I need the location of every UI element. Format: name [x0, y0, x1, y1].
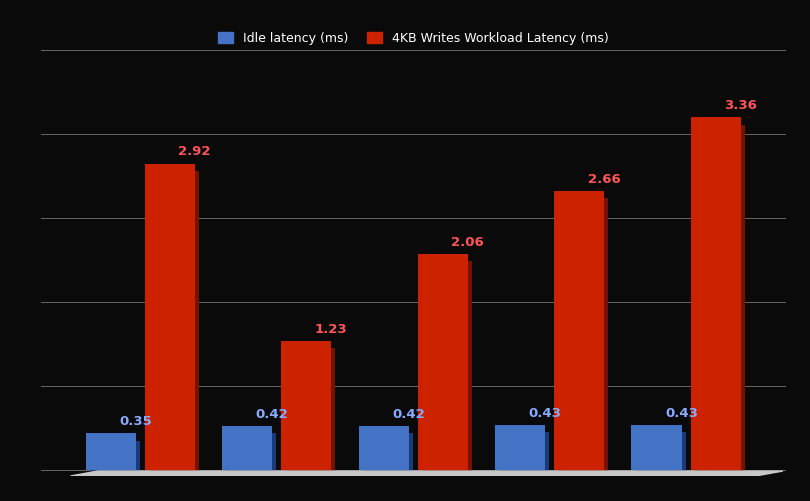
Text: 0.42: 0.42: [256, 408, 288, 421]
Bar: [222, 426, 272, 470]
Bar: [495, 425, 545, 470]
Bar: [363, 433, 412, 474]
Bar: [418, 254, 467, 470]
Bar: [558, 198, 608, 474]
Bar: [632, 425, 681, 470]
Bar: [422, 261, 471, 474]
Bar: [499, 432, 549, 474]
Bar: [554, 191, 604, 470]
Bar: [226, 433, 276, 474]
Polygon shape: [70, 471, 783, 476]
Bar: [145, 163, 194, 470]
Text: 2.92: 2.92: [178, 145, 211, 158]
Bar: [285, 348, 335, 474]
Bar: [86, 433, 135, 470]
Text: 2.06: 2.06: [451, 235, 484, 248]
Text: 0.43: 0.43: [665, 407, 698, 420]
Text: 1.23: 1.23: [315, 323, 347, 336]
Text: 0.35: 0.35: [119, 415, 152, 428]
Text: 0.42: 0.42: [392, 408, 425, 421]
Bar: [636, 432, 685, 474]
Bar: [281, 341, 331, 470]
Text: 2.66: 2.66: [588, 172, 620, 185]
Bar: [149, 171, 198, 474]
Bar: [359, 426, 408, 470]
Legend: Idle latency (ms), 4KB Writes Workload Latency (ms): Idle latency (ms), 4KB Writes Workload L…: [213, 27, 613, 50]
Bar: [691, 117, 740, 470]
Bar: [695, 125, 744, 474]
Text: 3.36: 3.36: [724, 99, 757, 112]
Bar: [90, 441, 139, 474]
Text: 0.43: 0.43: [529, 407, 561, 420]
